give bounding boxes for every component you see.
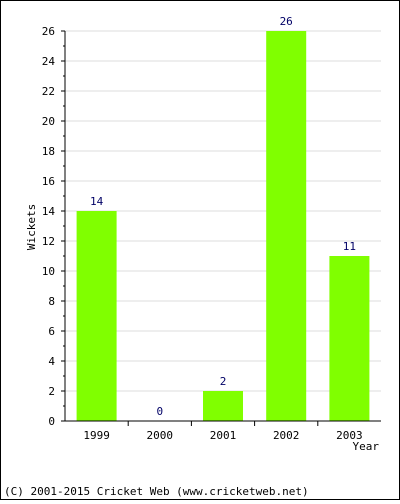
x-tick-label-2000: 2000 — [147, 429, 174, 442]
x-tick-label-2003: 2003 — [336, 429, 363, 442]
y-tick-label: 22 — [42, 85, 55, 98]
bar-2003 — [329, 256, 370, 421]
x-tick-labels: 1999 2000 2001 2002 2003 — [83, 429, 362, 442]
y-tick-label: 12 — [42, 235, 55, 248]
bar-1999 — [76, 211, 117, 421]
x-tick-label-1999: 1999 — [83, 429, 110, 442]
data-label-1999: 14 — [90, 195, 104, 208]
grid-lines — [65, 30, 381, 392]
bars — [76, 31, 370, 421]
y-tick-label: 26 — [42, 25, 55, 38]
x-axis-title: Year — [353, 440, 380, 453]
y-tick-label: 20 — [42, 115, 55, 128]
x-tick-label-2002: 2002 — [273, 429, 300, 442]
y-tick-label: 2 — [48, 385, 55, 398]
axes — [61, 30, 381, 426]
y-tick-label: 4 — [48, 355, 55, 368]
y-tick-label: 8 — [48, 295, 55, 308]
y-tick-label: 18 — [42, 145, 55, 158]
bar-2002 — [266, 31, 307, 421]
x-tick-label-2001: 2001 — [210, 429, 237, 442]
data-label-2002: 26 — [280, 15, 293, 28]
data-label-2001: 2 — [220, 375, 227, 388]
data-label-2000: 0 — [156, 405, 163, 418]
y-tick-label: 24 — [42, 55, 56, 68]
data-labels: 14 0 2 26 11 — [90, 15, 356, 418]
y-tick-label: 10 — [42, 265, 55, 278]
bar-2001 — [203, 391, 243, 421]
footer-copyright: (C) 2001-2015 Cricket Web (www.cricketwe… — [4, 485, 309, 498]
y-axis-title: Wickets — [25, 204, 38, 250]
data-label-2003: 11 — [343, 240, 356, 253]
y-tick-label: 0 — [48, 415, 55, 428]
y-tick-label: 6 — [48, 325, 55, 338]
y-tick-label: 16 — [42, 175, 55, 188]
y-tick-label: 14 — [42, 205, 56, 218]
